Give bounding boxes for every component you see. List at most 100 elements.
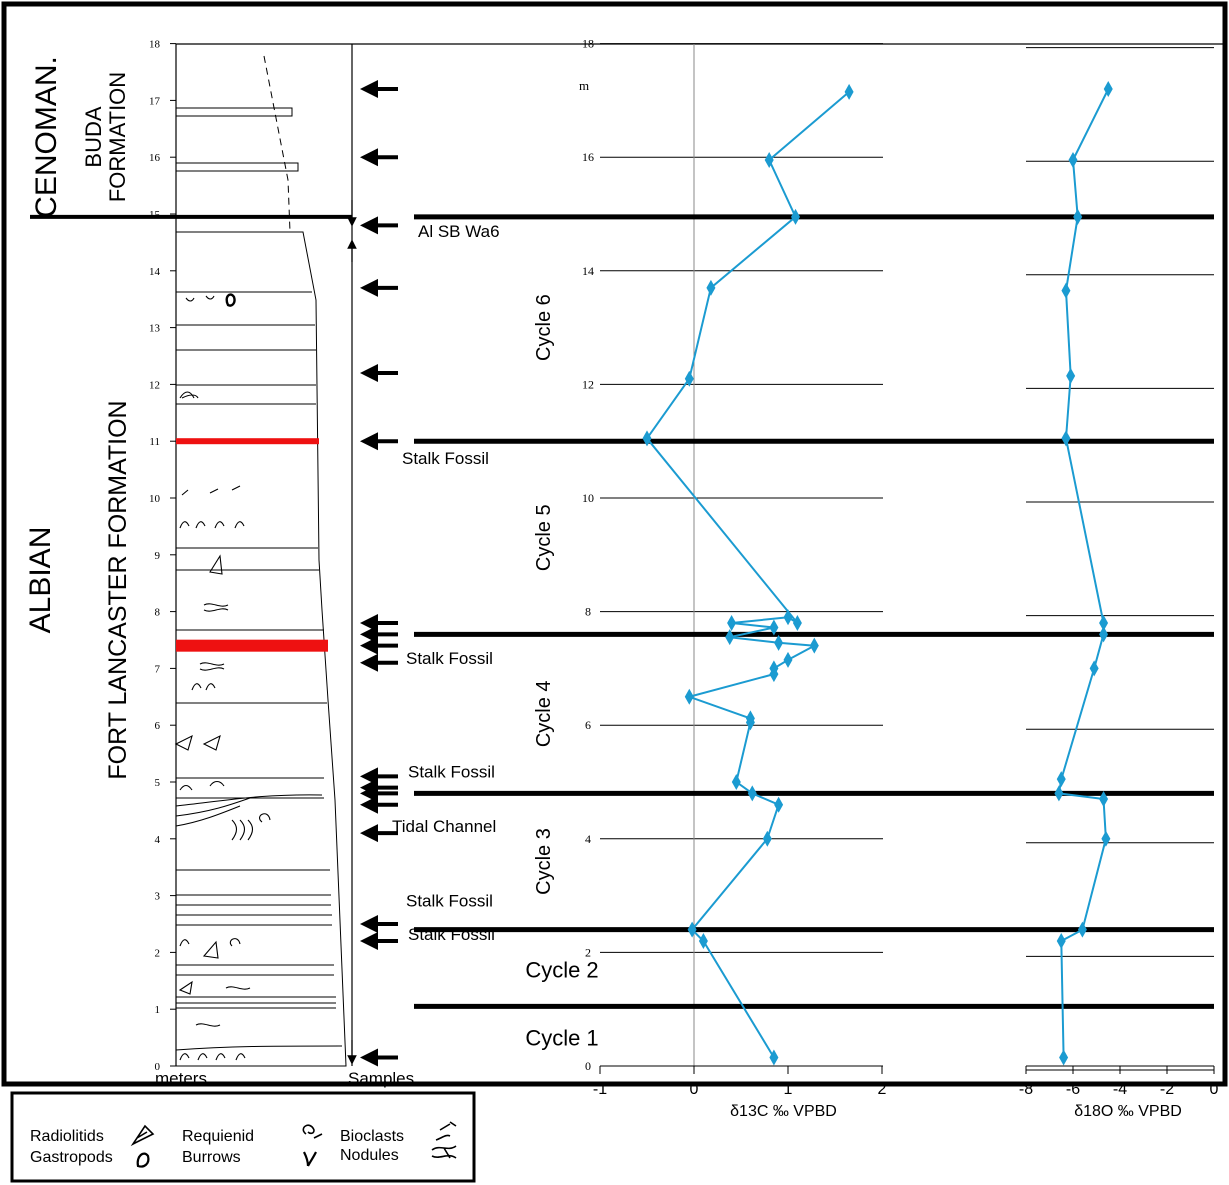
x-tick-label: 2	[878, 1081, 887, 1098]
x-tick-label: -6	[1066, 1081, 1080, 1098]
data-point	[727, 614, 737, 631]
legend-label-radiolitids: Radiolitids	[30, 1128, 104, 1145]
x-tick-label: 1	[784, 1081, 793, 1098]
stage-label-albian: ALBIAN	[24, 527, 57, 634]
annotations: Al SB Wa6 Stalk Fossil Stalk Fossil Stalk F…	[392, 222, 500, 944]
data-point	[745, 710, 755, 727]
formation-label-buda-1: BUDA	[81, 106, 106, 167]
data-point	[687, 921, 697, 938]
column-tick-label: 7	[155, 663, 161, 675]
data-point	[706, 279, 716, 296]
red-marker-bed	[176, 438, 319, 445]
formation-label-buda-2: FORMATION	[105, 72, 130, 202]
sample-arrow-head	[360, 915, 378, 933]
column-tick-label: 8	[155, 607, 161, 619]
sample-arrow-head	[360, 636, 378, 655]
height-tick-label: 14	[582, 264, 594, 278]
data-point	[1059, 1049, 1069, 1066]
stage-label-cenomanian: CENOMAN.	[30, 56, 63, 218]
height-tick-label: 12	[582, 377, 594, 391]
x-tick-label: -8	[1019, 1081, 1033, 1098]
samples-axis-label: Samples	[348, 1069, 414, 1088]
height-tick-label: 8	[585, 605, 591, 619]
sample-arrow-head	[360, 625, 378, 644]
cycle-label: Cycle 6	[533, 294, 555, 361]
d13c-x-axis: -1 0 1 2 δ13C ‰ VPBD	[593, 1065, 887, 1120]
outer-frame	[1, 1, 1228, 1087]
data-point	[764, 152, 774, 169]
sample-arrow-head	[360, 932, 378, 951]
column-tick-label: 18	[149, 39, 161, 51]
column-tick-label: 2	[155, 947, 161, 959]
column-tick-label: 11	[149, 436, 160, 448]
annotation-label: Al SB Wa6	[418, 222, 500, 241]
gastropod-icon	[136, 1152, 150, 1168]
data-point	[1061, 282, 1071, 299]
sample-arrow-head	[360, 784, 378, 803]
data-point	[783, 651, 793, 668]
sample-arrow-head	[360, 613, 378, 632]
column-tick-label: 13	[149, 323, 161, 335]
cycle-label: Cycle 2	[525, 957, 598, 982]
sample-arrow-head	[360, 1048, 378, 1067]
sample-arrow-head	[360, 364, 378, 383]
x-axis-title: δ18O ‰ VPBD	[1074, 1103, 1182, 1120]
data-point	[684, 370, 694, 387]
legend-label-gastropods: Gastropods	[30, 1149, 113, 1166]
data-point	[1066, 367, 1076, 384]
column-tick-label: 3	[155, 891, 161, 903]
data-point	[769, 619, 779, 636]
height-tick-label: 0	[585, 1059, 591, 1073]
radiolitid-icon	[130, 1124, 155, 1147]
red-marker-beds	[176, 438, 328, 652]
data-point	[1056, 771, 1066, 788]
sample-arrow-head	[360, 795, 378, 814]
data-point	[1054, 785, 1064, 802]
column-tick-label: 0	[155, 1061, 161, 1073]
legend-label-requienid: Requienid	[182, 1128, 254, 1145]
legend-label-burrows: Burrows	[182, 1149, 241, 1166]
nodule-icon	[431, 1145, 457, 1159]
column-tick-label: 12	[149, 379, 160, 391]
annotation-label: Stalk Fossil	[406, 891, 493, 910]
height-tick-label: 16	[582, 150, 594, 164]
sample-arrow-head	[360, 653, 378, 672]
fossil-symbols	[174, 293, 271, 1061]
cycle-label: Cycle 5	[533, 504, 555, 571]
sample-arrow-head	[360, 432, 378, 451]
sample-arrows	[360, 80, 398, 1067]
height-tick-label: 10	[582, 491, 594, 505]
data-point	[698, 933, 708, 950]
x-tick-label: 0	[1210, 1081, 1219, 1098]
lithologic-column	[175, 55, 347, 1067]
annotation-label: Stalk Fossil	[406, 649, 493, 668]
data-point	[1099, 614, 1109, 631]
annotation-label: Tidal Channel	[392, 817, 496, 836]
data-point	[1068, 152, 1078, 169]
x-tick-label: 0	[690, 1081, 699, 1098]
formation-label-fort-lancaster: FORT LANCASTER FORMATION	[104, 400, 132, 779]
sample-arrow-head	[360, 216, 378, 235]
data-point	[1061, 430, 1071, 447]
data-point	[762, 830, 772, 847]
legend-label-bioclasts: Bioclasts	[340, 1128, 404, 1145]
data-point	[1077, 921, 1087, 938]
data-point	[1056, 933, 1066, 950]
data-point	[642, 430, 652, 447]
d13c-series	[642, 83, 854, 1066]
legend-label-nodules: Nodules	[340, 1147, 399, 1164]
data-point	[769, 1049, 779, 1066]
column-tick-label: 16	[149, 152, 161, 164]
cycle-label: Cycle 1	[525, 1026, 598, 1051]
sample-arrow-head	[360, 148, 378, 167]
series-line	[645, 91, 850, 1059]
sample-arrow-head	[360, 80, 378, 99]
x-axis-title: δ13C ‰ VPBD	[730, 1103, 837, 1120]
data-point	[1099, 791, 1109, 808]
height-tick-label: 6	[585, 718, 591, 732]
gridlines	[600, 43, 1214, 1071]
data-point	[791, 208, 801, 225]
data-point	[774, 634, 784, 651]
x-tick-label: -4	[1113, 1081, 1127, 1098]
